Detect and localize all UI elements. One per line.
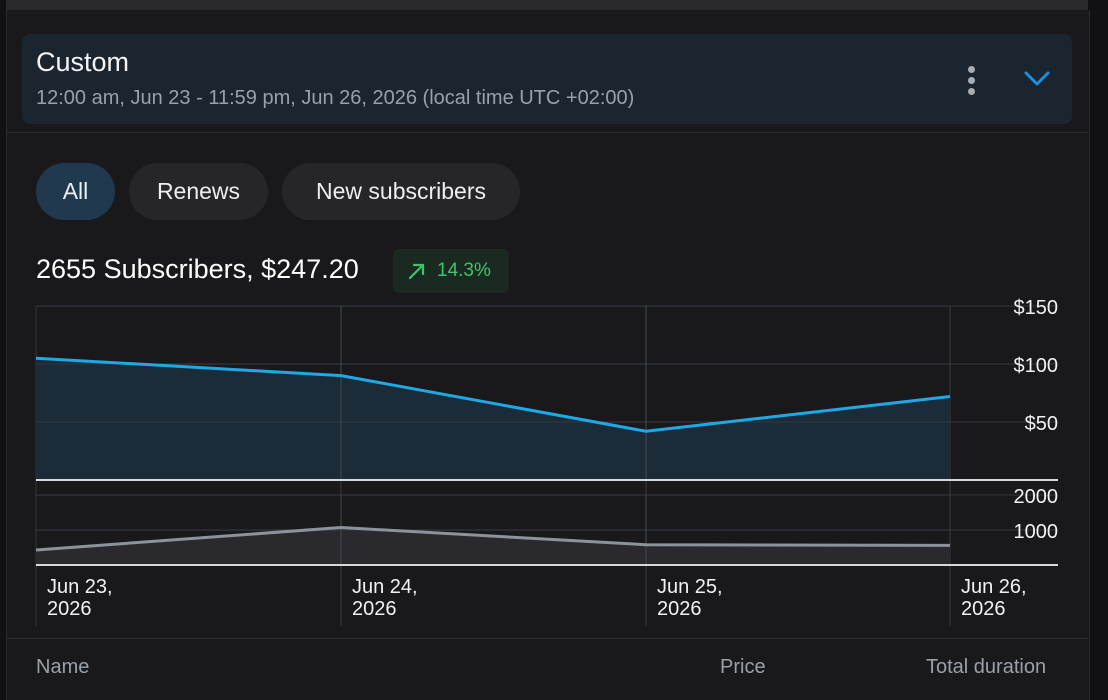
change-percent: 14.3% [437, 260, 491, 281]
chevron-down-icon[interactable] [1022, 66, 1052, 90]
x-tick-label-1: Jun 24, [352, 576, 418, 598]
chart1-area [36, 358, 950, 480]
section-divider [6, 132, 1088, 133]
more-vertical-icon[interactable] [959, 64, 983, 98]
trend-up-arrow-icon [408, 263, 425, 280]
chart1-ytick-0: $150 [1014, 297, 1059, 319]
x-tick-label-2: Jun 25, [657, 576, 723, 598]
x-tick-year-1: 2026 [352, 598, 397, 620]
tab-renews[interactable]: Renews [129, 163, 268, 220]
top-bar-strip [6, 0, 1088, 10]
chart1-ytick-1: $100 [1014, 355, 1059, 377]
top-bar [0, 0, 1108, 10]
date-range-card[interactable]: Custom 12:00 am, Jun 23 - 11:59 pm, Jun … [22, 34, 1072, 124]
chart2-line [35, 526, 951, 552]
x-tick-year-0: 2026 [47, 598, 92, 620]
x-tick-year-3: 2026 [961, 598, 1006, 620]
tab-new-subscribers[interactable]: New subscribers [282, 163, 520, 220]
chart1-ytick-2: $50 [1025, 413, 1058, 435]
date-range-subtitle: 12:00 am, Jun 23 - 11:59 pm, Jun 26, 202… [36, 87, 635, 109]
summary-totals: 2655 Subscribers, $247.20 [36, 254, 359, 284]
column-header-total-duration[interactable]: Total duration [926, 656, 1047, 678]
x-tick-label-0: Jun 23, [47, 576, 113, 598]
chart2-ytick-0: 2000 [1014, 486, 1059, 508]
column-header-price[interactable]: Price [720, 656, 766, 678]
chart2-area [36, 527, 950, 565]
tab-all[interactable]: All [36, 163, 115, 220]
date-range-title: Custom [36, 47, 130, 77]
x-tick-label-3: Jun 26, [961, 576, 1027, 598]
x-tick-year-2: 2026 [657, 598, 702, 620]
column-header-name[interactable]: Name [36, 656, 90, 678]
chart1-line [35, 356, 951, 433]
stats-panel [6, 10, 1090, 700]
chart2-ytick-1: 1000 [1014, 521, 1059, 543]
change-badge: 14.3% [393, 249, 509, 293]
table-divider [6, 638, 1088, 639]
